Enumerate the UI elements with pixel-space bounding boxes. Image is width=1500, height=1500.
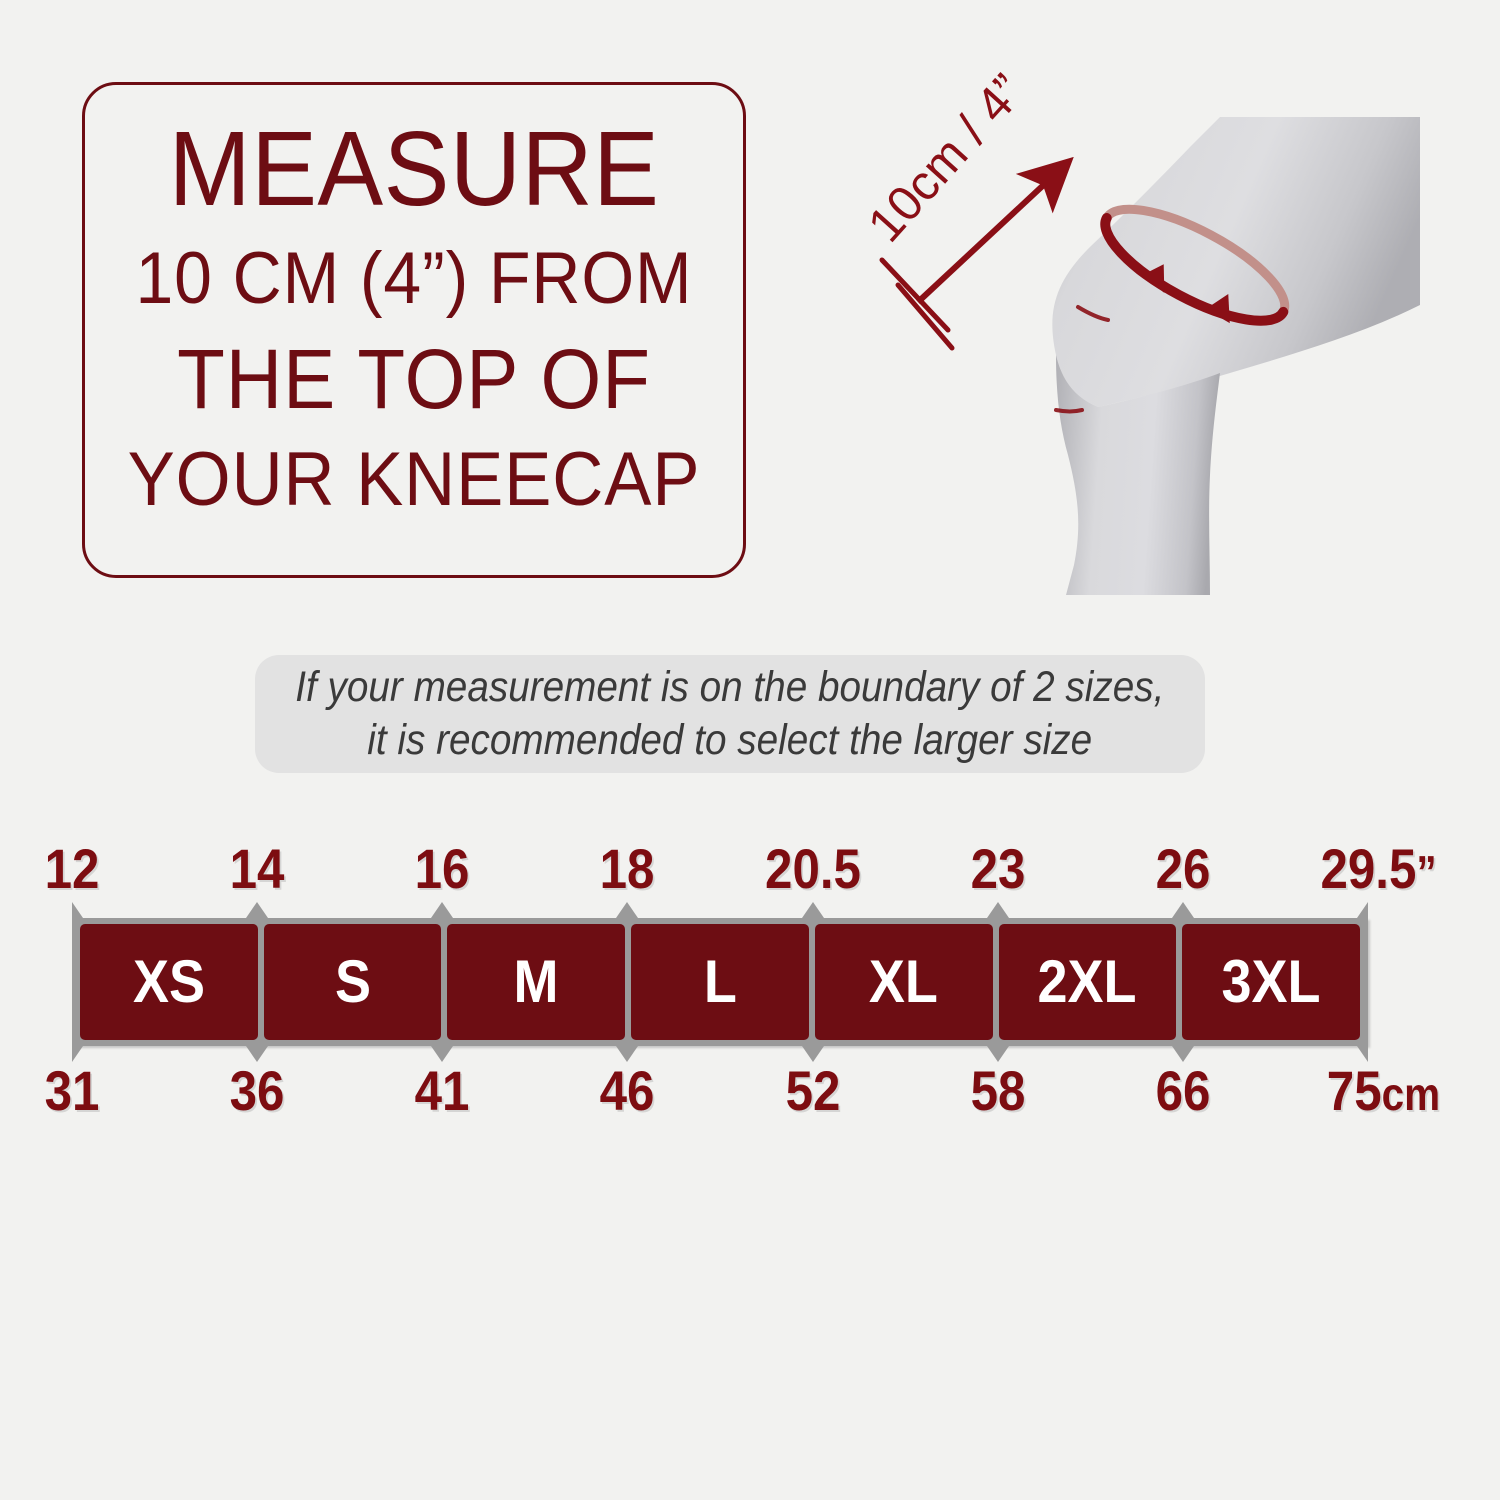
recommendation-line-1: If your measurement is on the boundary o…	[295, 663, 1165, 711]
dimension-tick-start	[879, 257, 951, 333]
dimension-label-group: 10cm / 4”	[860, 64, 1035, 252]
dimension-label-text: 10cm / 4”	[860, 64, 1035, 252]
tape-front-half	[1100, 213, 1289, 326]
measure-line-2: 10 CM (4”) FROM	[135, 238, 693, 319]
knee-measurement-illustration: 10cm / 4”	[860, 55, 1460, 615]
dimension-arrow-10cm	[879, 156, 1074, 351]
cm-scale-row: 31 36 41 46 52 58 66 75cm	[0, 1060, 1500, 1122]
size-segment-label: S	[334, 948, 371, 1015]
size-segment-label: 3XL	[1221, 948, 1321, 1015]
measure-line-1: MEASURE	[168, 110, 660, 228]
size-segment-s[interactable]: S	[263, 924, 442, 1040]
inch-tick-label-4: 20.5	[764, 837, 861, 900]
size-segment-label: M	[513, 948, 559, 1015]
size-segment-label: XL	[869, 948, 939, 1015]
inch-scale-row: 12 14 16 18 20.5 23 26 29.5”	[0, 838, 1500, 900]
cm-unit-label: cm	[1381, 1068, 1441, 1120]
cm-tick-label-6: 66	[1155, 1059, 1211, 1122]
tape-arrow-lower	[1205, 294, 1230, 324]
cm-tick-label-4: 52	[785, 1059, 840, 1122]
boundary-notch-up-1	[246, 902, 269, 918]
boundary-notch-up-3	[616, 902, 639, 918]
size-segment-l[interactable]: L	[631, 924, 809, 1040]
size-segment-label: XS	[132, 948, 205, 1015]
size-segment-2xl[interactable]: 2XL	[998, 924, 1177, 1040]
tape-back-half	[1102, 204, 1290, 317]
cm-tick-label-5: 58	[970, 1059, 1026, 1122]
boundary-notch-up-2	[431, 902, 454, 918]
measure-instruction-panel: MEASURE 10 CM (4”) FROM THE TOP OF YOUR …	[82, 82, 746, 578]
size-recommendation-note: If your measurement is on the boundary o…	[255, 655, 1205, 773]
cm-tick-label-1: 36	[229, 1059, 285, 1122]
size-segment-xl[interactable]: XL	[814, 924, 993, 1040]
boundary-notch-up-6	[1171, 902, 1194, 918]
boundary-notch-up-4	[801, 902, 824, 918]
calf-shape	[1056, 355, 1220, 595]
boundary-notch-up-5	[986, 902, 1009, 918]
boundary-notch-up-0	[72, 902, 83, 918]
size-segment-label: 2XL	[1037, 948, 1137, 1015]
size-segment-xs[interactable]: XS	[80, 924, 258, 1040]
tape-arrow-upper	[1141, 264, 1165, 293]
inch-tick-label-3: 18	[600, 837, 655, 900]
inch-tick-label-0: 12	[44, 837, 100, 900]
inch-tick-label-1: 14	[229, 837, 285, 900]
measure-instruction-text: MEASURE 10 CM (4”) FROM THE TOP OF YOUR …	[85, 107, 743, 529]
circumference-tape-loop	[1100, 204, 1290, 326]
dimension-tick-end	[895, 282, 955, 351]
size-segment-m[interactable]: M	[447, 924, 626, 1040]
inch-tick-label-2: 16	[414, 837, 470, 900]
size-segment-3xl[interactable]: 3XL	[1182, 924, 1361, 1040]
size-bar: XS S M L XL 2XL 3XL	[72, 902, 1368, 1062]
size-segment-label: L	[703, 948, 737, 1015]
recommendation-line-2: it is recommended to select the larger s…	[367, 716, 1093, 764]
kneecap-contour-upper	[1076, 305, 1110, 322]
size-chart: 12 14 16 18 20.5 23 26 29.5” XS S M L XL 2XL 3XL 31 36…	[0, 838, 1500, 1138]
kneecap-contour-lower	[1054, 408, 1084, 414]
inch-tick-label-6: 26	[1155, 837, 1211, 900]
dimension-arrow-line	[915, 156, 1074, 305]
cm-tick-label-2: 41	[414, 1059, 470, 1122]
boundary-notch-up-7	[1357, 902, 1368, 918]
measure-line-3: THE TOP OF	[177, 332, 651, 426]
measure-line-4: YOUR KNEECAP	[127, 437, 701, 522]
inch-tick-label-5: 23	[970, 837, 1026, 900]
inch-tick-label-7: 29.5”	[1320, 837, 1437, 900]
thigh-shape	[1052, 117, 1420, 407]
cm-tick-label-7: 75cm	[1326, 1059, 1441, 1122]
cm-tick-label-3: 46	[600, 1059, 655, 1122]
inch-unit-label: ”	[1416, 846, 1437, 898]
leg-silhouette	[1052, 117, 1420, 595]
cm-tick-label-0: 31	[44, 1059, 100, 1122]
